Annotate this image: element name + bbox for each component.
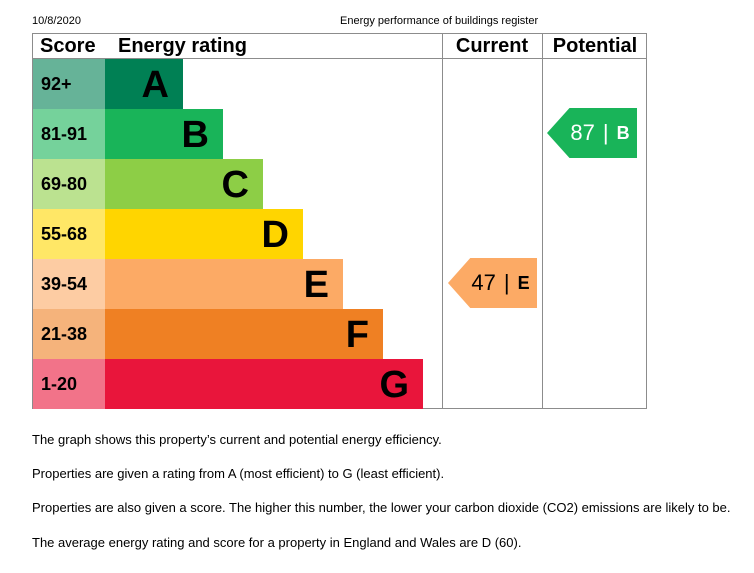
rating-band-f: F [105, 309, 383, 359]
potential-rating-arrow: 87 | B [547, 108, 637, 158]
score-range-g: 1-20 [33, 359, 105, 409]
report-title: Energy performance of buildings register [340, 15, 539, 27]
rating-band-d: D [105, 209, 303, 259]
current-rating-arrow: 47 | E [448, 258, 537, 308]
score-range-f: 21-38 [33, 309, 105, 359]
potential-column-divider [542, 34, 543, 408]
band-letter: E [303, 264, 329, 306]
rating-band-b: B [105, 109, 223, 159]
potential-column-header: Potential [552, 35, 638, 57]
potential-separator: | [602, 120, 609, 145]
score-range-a: 92+ [33, 59, 105, 109]
rating-band-c: C [105, 159, 263, 209]
current-letter: E [517, 272, 530, 293]
potential-score: 87 [570, 120, 595, 145]
current-column-header: Current [455, 35, 529, 57]
band-letter: G [379, 364, 409, 406]
score-range-e: 39-54 [33, 259, 105, 309]
score-range-d: 55-68 [33, 209, 105, 259]
score-range-c: 69-80 [33, 159, 105, 209]
rating-band-g: G [105, 359, 423, 409]
report-date: 10/8/2020 [32, 15, 81, 27]
score-column-header: Score [40, 35, 96, 57]
current-score: 47 [471, 270, 496, 295]
band-letter: D [261, 214, 289, 256]
energy-rating-column-header: Energy rating [118, 35, 247, 57]
header-divider [33, 58, 646, 59]
explanation-paragraph: Properties are also given a score. The h… [32, 500, 731, 515]
band-letter: C [221, 164, 249, 206]
band-letter: F [345, 314, 369, 356]
potential-letter: B [616, 122, 630, 143]
rating-band-a: A [105, 59, 183, 109]
current-separator: | [503, 270, 510, 295]
band-letter: B [181, 114, 209, 156]
explanation-paragraph: The average energy rating and score for … [32, 535, 522, 550]
current-column-divider [442, 34, 443, 408]
explanation-paragraph: The graph shows this property’s current … [32, 432, 442, 447]
energy-rating-table: Score Energy rating Current Potential 92… [32, 33, 647, 409]
band-letter: A [141, 64, 169, 106]
score-range-b: 81-91 [33, 109, 105, 159]
rating-band-e: E [105, 259, 343, 309]
explanation-paragraph: Properties are given a rating from A (mo… [32, 466, 445, 481]
